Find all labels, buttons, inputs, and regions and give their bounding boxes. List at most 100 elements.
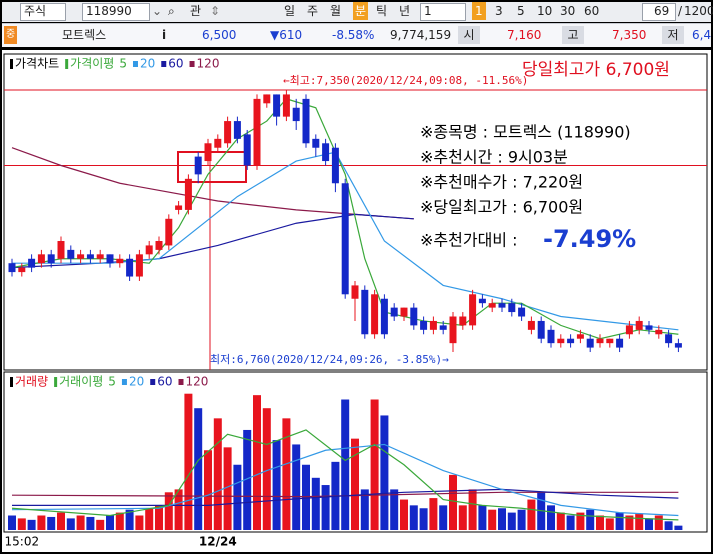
candle-body [400, 307, 408, 317]
volume-bar [96, 519, 105, 530]
step-button[interactable]: 60 [584, 4, 600, 18]
legend-swatch [150, 379, 156, 385]
step-button[interactable]: 1 [472, 2, 486, 20]
count-input[interactable] [642, 3, 676, 21]
market-select[interactable] [20, 3, 66, 21]
legend-swatch [121, 379, 127, 385]
step-button[interactable]: 5 [517, 4, 525, 18]
candle-body [116, 258, 124, 264]
info-line: ※종목명 : 모트렉스 (118990) [420, 123, 631, 142]
period-button[interactable]: 틱 [376, 4, 388, 18]
candle-body [106, 254, 114, 264]
badge: 중 [4, 26, 18, 44]
candle-body [28, 258, 36, 268]
legend-entry: 120 [197, 57, 220, 71]
volume-bar [615, 512, 624, 530]
volume-bar [370, 399, 379, 530]
volume-bar [586, 509, 595, 530]
candle-body [478, 298, 486, 304]
legend-swatch [10, 59, 13, 69]
spin-icon[interactable]: ⇕ [210, 4, 221, 18]
candle-body [253, 98, 261, 166]
volume-bar [556, 512, 565, 530]
step-button[interactable]: 3 [495, 4, 503, 18]
quote-bar: 중 모트렉스 i 6,500 ▼610 -8.58% 9,774,159 시 7… [2, 23, 711, 47]
stock-name: 모트렉스 [62, 28, 107, 42]
candle-body [155, 240, 163, 250]
candle-body [380, 298, 388, 335]
rate: -8.58% [332, 28, 375, 42]
volume-bar [115, 512, 124, 530]
volume-bar [419, 508, 428, 530]
volume-bar [341, 399, 350, 530]
candle-body [420, 320, 428, 330]
volume-bar [527, 499, 536, 530]
market: 주식 [24, 4, 47, 18]
volume-bar [400, 499, 408, 530]
candle-body [96, 254, 104, 259]
interval-input[interactable] [420, 3, 466, 21]
volume-bar [125, 509, 134, 530]
code-input[interactable] [82, 3, 150, 21]
candle-body [8, 263, 16, 273]
period-button[interactable]: 분 [353, 2, 369, 20]
candle-body [596, 338, 604, 344]
volume-bar [47, 516, 56, 530]
volume-bar [351, 438, 359, 530]
volume-bar [576, 512, 585, 530]
moving-average [11, 491, 679, 498]
moving-average [11, 147, 414, 220]
legend-title: 거래량 [15, 375, 48, 389]
candle-body [527, 320, 535, 330]
candle-body [18, 267, 26, 273]
candle-body [312, 138, 320, 148]
candle-body [341, 183, 349, 295]
candle-body [449, 316, 457, 344]
candle-body [390, 307, 398, 317]
info-line: ※당일최고가 : 6,700원 [420, 198, 583, 217]
volume-bar [468, 489, 477, 530]
candle-body [429, 320, 437, 330]
candle-body [243, 134, 251, 166]
candle-body [282, 94, 290, 117]
volume-bar [8, 515, 16, 530]
candle-body [410, 307, 418, 326]
candle-body [47, 254, 55, 264]
candle-body [86, 254, 94, 259]
change: ▼610 [270, 28, 303, 42]
candle-body [567, 338, 575, 344]
candle-body [302, 98, 310, 144]
search-icon[interactable]: ⌕ [168, 4, 175, 18]
info-line: ※추천가대비 : [420, 231, 517, 250]
open-label: 시 [458, 26, 480, 44]
volume-bar [311, 477, 320, 530]
volume-bar [498, 508, 506, 530]
volume-bar [635, 514, 644, 530]
candle-body [126, 258, 134, 277]
step-button[interactable]: 30 [560, 4, 576, 18]
candle-body [665, 334, 673, 344]
candle-body [67, 249, 75, 259]
volume-bar [674, 525, 683, 530]
period-button[interactable]: 월 [330, 4, 342, 18]
price-panel [3, 53, 708, 371]
candle-body [322, 143, 330, 162]
volume-bar [409, 505, 418, 530]
candle-body [145, 245, 153, 255]
period-button[interactable]: 년 [399, 4, 411, 18]
period-button[interactable]: 주 [307, 4, 319, 18]
step-button[interactable]: 10 [537, 4, 553, 18]
legend-entry: 120 [186, 375, 209, 389]
high-label: 고 [562, 26, 584, 44]
info-button[interactable]: i [162, 28, 167, 42]
candle-body [459, 316, 467, 326]
period-button[interactable]: 일 [284, 4, 296, 18]
watch-button[interactable]: 관 [190, 4, 202, 18]
volume-bar [429, 498, 438, 530]
candle-body [606, 338, 614, 344]
candle-body [439, 325, 447, 330]
dropdown-icon[interactable]: ⌄ [152, 4, 163, 18]
volume-bar [449, 474, 457, 530]
volume-bar [213, 418, 222, 530]
